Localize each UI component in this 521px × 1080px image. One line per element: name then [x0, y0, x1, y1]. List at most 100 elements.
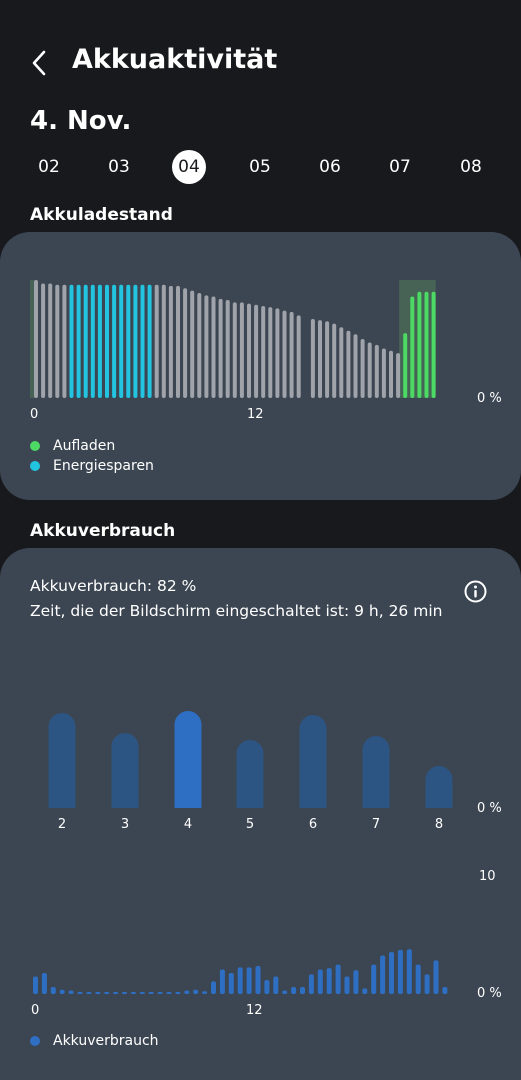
- battery-level-bar: [410, 296, 415, 398]
- battery-level-bar: [381, 348, 386, 398]
- hourly-usage-bar: [308, 974, 314, 994]
- hourly-usage-bar: [193, 989, 199, 994]
- hourly-usage-bar: [317, 969, 323, 994]
- battery-level-bar: [176, 285, 180, 398]
- battery-level-bar: [183, 288, 188, 398]
- x-tick-label: 12: [247, 407, 264, 422]
- battery-level-bar: [332, 323, 337, 398]
- battery-level-bar: [154, 284, 159, 398]
- day-tick-label: 4: [184, 817, 192, 832]
- hourly-usage-bar: [104, 991, 110, 994]
- daily-usage-bar[interactable]: [111, 733, 139, 808]
- hourly-usage-bar: [202, 991, 208, 994]
- hourly-usage-bar: [326, 968, 332, 994]
- battery-level-bar: [41, 283, 46, 398]
- hourly-usage-bar: [433, 960, 439, 994]
- hourly-usage-bar: [68, 990, 74, 994]
- daily-usage-bar[interactable]: [425, 766, 453, 808]
- day-tick-label: 2: [58, 817, 66, 832]
- battery-level-bar: [225, 300, 230, 398]
- daily-usage-chart: 2 3 4 5 6 7 8 0 %: [48, 711, 502, 832]
- x-tick-label: 0: [31, 1003, 39, 1018]
- charging-dot: [30, 441, 40, 451]
- battery-level-bar: [396, 353, 401, 398]
- day-02[interactable]: 02: [38, 157, 60, 177]
- battery-level-bar: [431, 291, 436, 398]
- battery-level-bar: [126, 284, 131, 398]
- day-tick-label: 7: [372, 817, 380, 832]
- battery-level-bar: [76, 284, 81, 398]
- hourly-usage-bar: [397, 949, 403, 994]
- daily-usage-bar[interactable]: [48, 713, 76, 808]
- hourly-usage-bar: [353, 970, 359, 994]
- battery-level-bar: [197, 292, 202, 398]
- hourly-usage-bar: [237, 967, 243, 994]
- back-icon[interactable]: [26, 46, 54, 80]
- battery-level-bar: [247, 303, 251, 398]
- hourly-usage-bar: [41, 973, 47, 994]
- battery-level-bar: [275, 308, 280, 398]
- hourly-usage-bar: [246, 967, 252, 994]
- hourly-usage-bar: [291, 987, 297, 994]
- hourly-usage-bar: [406, 949, 412, 994]
- day-tick-label: 8: [435, 817, 443, 832]
- daily-usage-bar[interactable]: [236, 740, 264, 808]
- day-08[interactable]: 08: [460, 157, 482, 177]
- hourly-usage-bar: [166, 991, 172, 994]
- battery-level-bar: [254, 304, 259, 398]
- day-03[interactable]: 03: [108, 157, 130, 177]
- charging-band-start: [30, 280, 34, 398]
- hourly-usage-bar: [273, 976, 279, 994]
- battery-level-bar: [318, 320, 322, 398]
- battery-level-bar: [90, 284, 95, 398]
- y-tick-label: 0 %: [477, 986, 502, 1001]
- usage-total-text: Akkuverbrauch: 82 %: [30, 577, 197, 595]
- hourly-usage-bar: [282, 990, 288, 994]
- hourly-usage-bar: [424, 974, 430, 994]
- hourly-usage-bar: [184, 990, 190, 994]
- battery-level-card: 0 12 0 % Aufladen Energiesparen: [0, 232, 521, 500]
- day-05[interactable]: 05: [249, 157, 271, 177]
- page-title: Akkuaktivität: [72, 44, 278, 75]
- battery-level-bar: [218, 298, 223, 398]
- battery-level-bar: [48, 283, 53, 398]
- hourly-usage-chart: 0 12 10 0 %: [31, 869, 502, 1018]
- legend-power-saving-label: Energiesparen: [53, 458, 154, 474]
- daily-usage-bar[interactable]: [174, 711, 202, 808]
- hourly-usage-bar: [442, 987, 448, 994]
- day-07[interactable]: 07: [389, 157, 411, 177]
- battery-level-bar: [374, 344, 379, 398]
- battery-level-bar: [83, 284, 88, 398]
- hourly-usage-bar: [157, 991, 163, 994]
- hourly-usage-bar: [77, 991, 83, 994]
- hourly-usage-bar: [113, 991, 119, 994]
- day-04[interactable]: 04: [172, 150, 206, 184]
- hourly-usage-bar: [211, 981, 216, 994]
- screen-time-text: Zeit, die der Bildschirm eingeschaltet i…: [30, 602, 443, 620]
- daily-usage-bar[interactable]: [299, 715, 327, 808]
- hourly-usage-bar: [300, 987, 305, 994]
- battery-level-bar: [239, 302, 244, 398]
- battery-level-bar: [353, 334, 358, 398]
- day-selector: 02 03 04 05 06 07 08: [0, 150, 521, 184]
- daily-usage-bar[interactable]: [362, 736, 390, 808]
- day-tick-label: 6: [309, 817, 317, 832]
- battery-level-bar: [34, 280, 38, 398]
- battery-level-bar: [105, 284, 109, 398]
- battery-level-bar: [211, 296, 216, 398]
- usage-dot: [30, 1036, 40, 1046]
- power-saving-dot: [30, 461, 40, 471]
- info-icon[interactable]: [463, 579, 488, 604]
- battery-level-bar: [389, 350, 393, 398]
- battery-level-bar: [119, 284, 124, 398]
- day-tick-label: 5: [246, 817, 254, 832]
- battery-level-bar: [168, 285, 173, 398]
- battery-level-bar: [112, 284, 117, 398]
- battery-level-bar: [232, 302, 237, 398]
- day-06[interactable]: 06: [319, 157, 341, 177]
- legend-charging-label: Aufladen: [53, 438, 116, 454]
- battery-level-bar: [325, 321, 330, 398]
- battery-level-bar: [346, 330, 351, 398]
- hourly-usage-bar: [264, 980, 270, 994]
- x-tick-label: 12: [246, 1003, 263, 1018]
